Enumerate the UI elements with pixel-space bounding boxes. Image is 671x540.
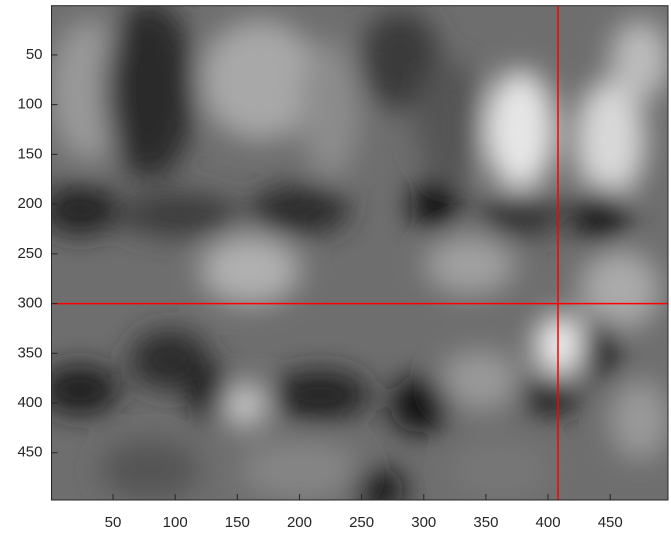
page: 50 100 150 200 250 300 350 400 450 50 100 150 200 250… <box>0 0 671 540</box>
x-tick-label: 350 <box>473 514 498 531</box>
image <box>0 0 671 540</box>
x-tick-label: 200 <box>287 514 312 531</box>
x-tick-label: 450 <box>598 514 623 531</box>
x-tick-label: 400 <box>536 514 561 531</box>
x-tick-label: 100 <box>163 514 188 531</box>
x-tick-label: 250 <box>349 514 374 531</box>
x-tick-label: 50 <box>105 514 122 531</box>
y-tick-label: 400 <box>17 394 42 411</box>
y-tick-label: 100 <box>17 96 42 113</box>
y-tick-label: 200 <box>17 195 42 212</box>
x-tick-label: 300 <box>411 514 436 531</box>
y-tick-label: 350 <box>17 344 42 361</box>
x-tick-label: 150 <box>225 514 250 531</box>
y-tick-label: 50 <box>26 46 43 63</box>
y-tick-label: 450 <box>17 444 42 461</box>
y-tick-label: 300 <box>17 295 42 312</box>
y-tick-label: 150 <box>17 145 42 162</box>
y-tick-label: 250 <box>17 245 42 262</box>
chart: 50 100 150 200 250 300 350 400 450 50 100 150 200 250… <box>0 0 671 540</box>
